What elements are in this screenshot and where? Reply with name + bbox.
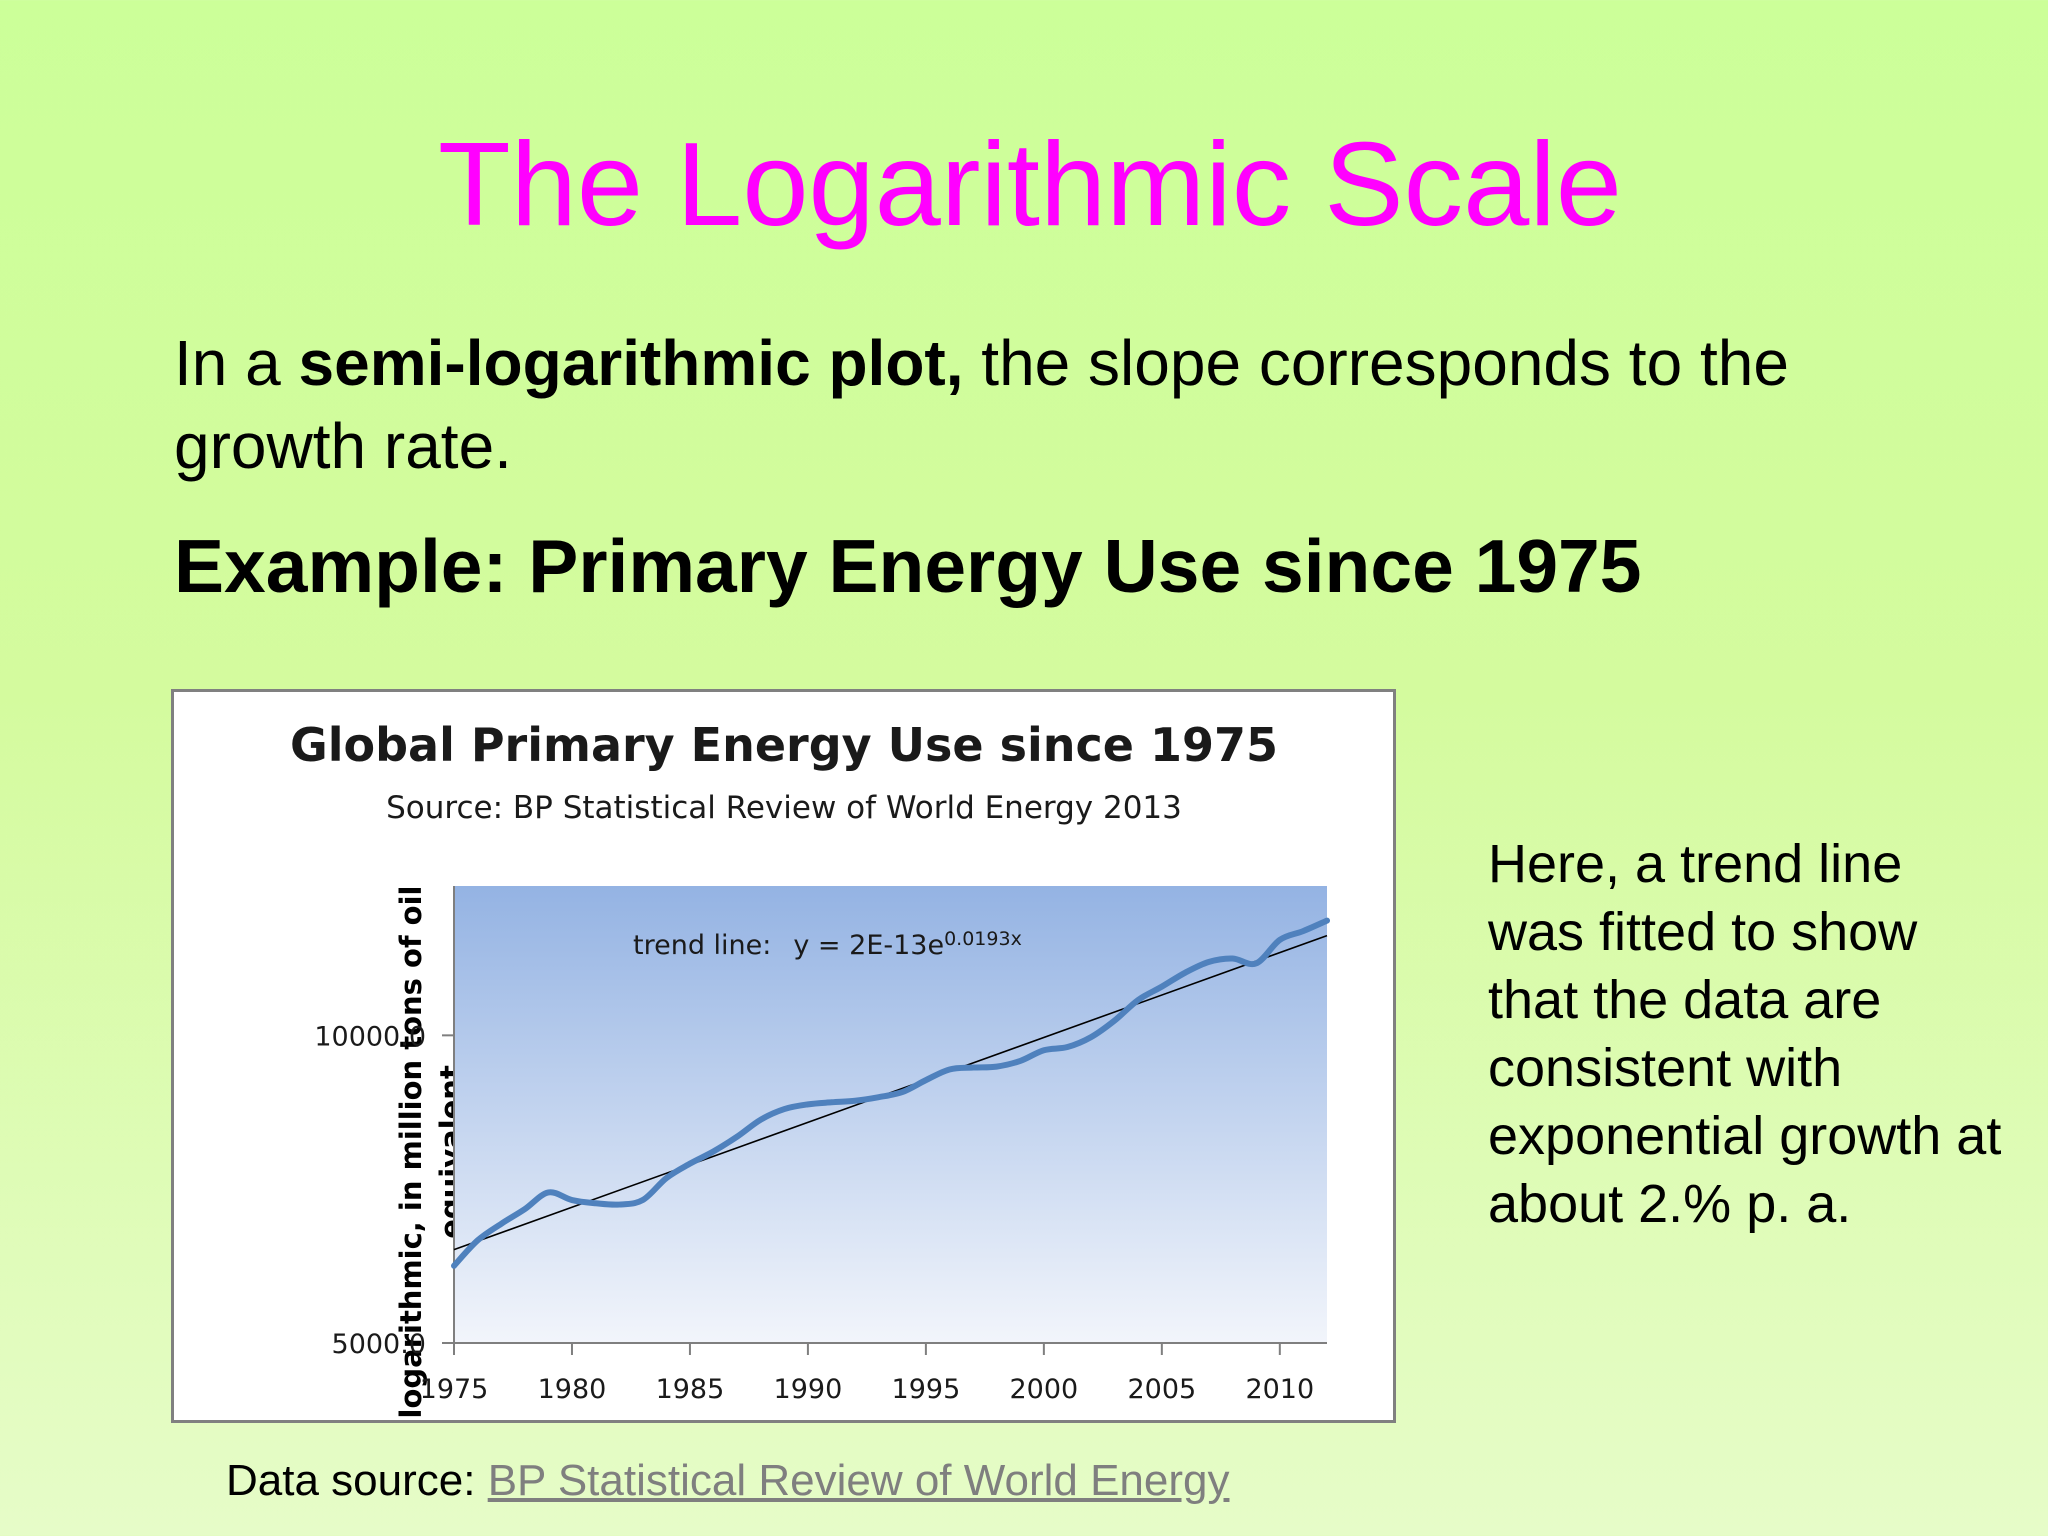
x-tick-label: 1990 — [774, 1374, 843, 1405]
data-source-link[interactable]: BP Statistical Review of World Energy — [487, 1456, 1230, 1505]
intro-prefix: In a — [174, 327, 299, 399]
trend-equation: y = 2E-13e — [793, 930, 944, 961]
plot-area — [454, 886, 1327, 1343]
axes: 10000.0 5000.0 1975 1980 1985 1990 1995 2000 200… — [314, 886, 1327, 1405]
example-heading: Example: Primary Energy Use since 1975 — [174, 524, 1642, 608]
x-tick-label: 1975 — [420, 1374, 489, 1405]
y-tick-label: 5000.0 — [332, 1329, 426, 1360]
data-source-label: Data source: — [226, 1456, 488, 1505]
intro-suffix: the slope corresponds to the growth rate… — [174, 327, 1789, 482]
side-note: Here, a trend line was fitted to show th… — [1488, 834, 2002, 1234]
chart-title: Global Primary Energy Use since 1975 — [290, 718, 1278, 772]
trend-annotation: trend line: y = 2E-13e0.0193x — [633, 928, 1022, 961]
trend-label: trend line: — [633, 930, 771, 961]
x-tick-label: 1980 — [538, 1374, 607, 1405]
data-source: Data source: BP Statistical Review of Wo… — [226, 1453, 1229, 1509]
energy-chart: Global Primary Energy Use since 1975 Sou… — [290, 718, 1330, 1419]
x-tick-label: 1995 — [892, 1374, 961, 1405]
series-group — [451, 917, 1330, 1269]
x-tick-label: 2005 — [1127, 1374, 1196, 1405]
y-axis-label-line1: logarithmic, in million tons of oil — [394, 886, 428, 1419]
y-tick-label: 10000.0 — [314, 1021, 426, 1052]
x-tick-label: 2000 — [1010, 1374, 1079, 1405]
x-tick-label: 1985 — [656, 1374, 725, 1405]
x-tick-label: 2010 — [1245, 1374, 1314, 1405]
energy-use-series-line — [451, 917, 1330, 1269]
chart-subtitle: Source: BP Statistical Review of World E… — [386, 790, 1182, 826]
intro-text: In a semi-logarithmic plot, the slope co… — [174, 322, 1934, 488]
chart-frame: Global Primary Energy Use since 1975 Sou… — [171, 689, 1396, 1423]
trend-exponent: 0.0193x — [944, 928, 1022, 950]
intro-bold: semi-logarithmic plot, — [298, 327, 964, 399]
slide-title: The Logarithmic Scale — [438, 118, 1622, 251]
